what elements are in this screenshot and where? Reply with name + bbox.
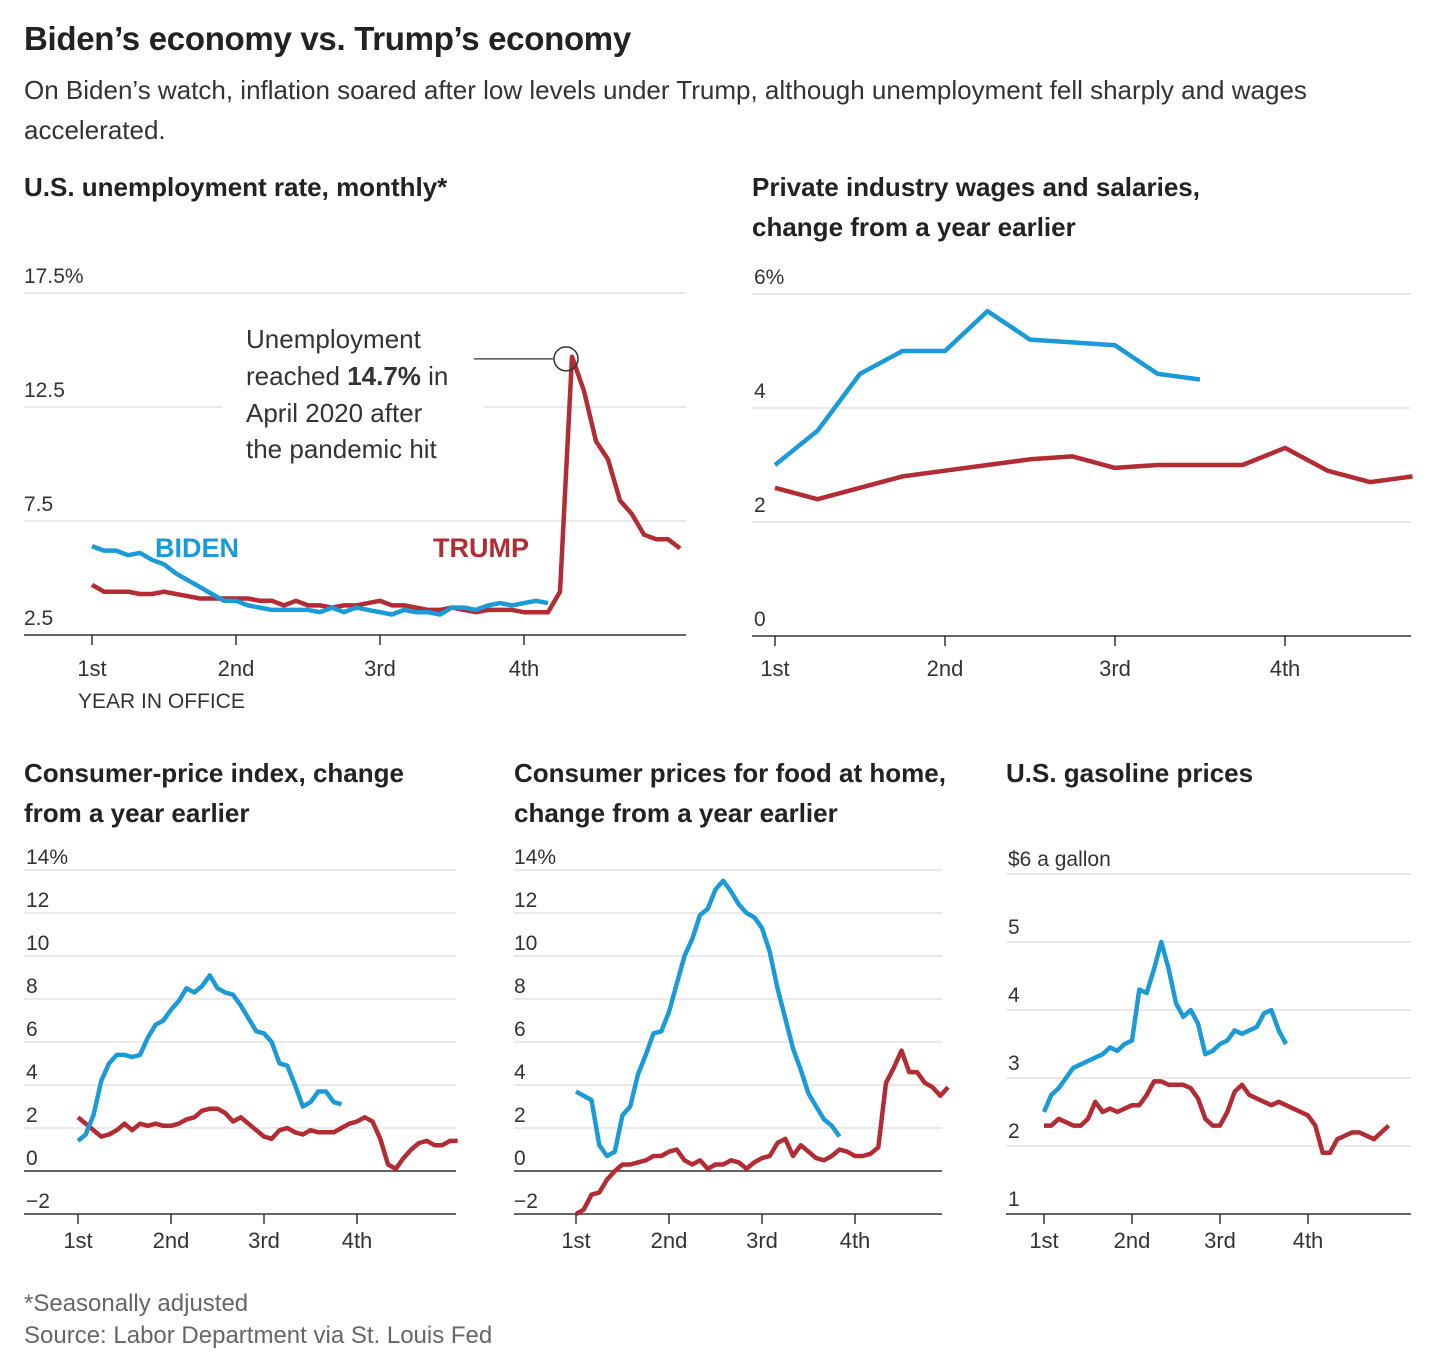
chart-3: 14% 12 10 8 6 4 2 0 −2 1st 2nd 3rd 4th [514, 846, 950, 1253]
series-line-biden [1041, 939, 1288, 1113]
y-tick-label: 10 [26, 932, 49, 955]
source-note: Source: Labor Department via St. Louis F… [24, 1322, 493, 1349]
series-line-trump [90, 354, 682, 615]
chart-0: 17.5% 12.5 7.5 2.5 1st 2nd 3rd 4th YEAR IN OFFIC… [24, 265, 686, 713]
x-tick-label: 1st [63, 1228, 92, 1253]
page-title: Biden’s economy vs. Trump’s economy [24, 20, 631, 57]
y-tick-label: 3 [1008, 1052, 1020, 1075]
y-tick-label: 4 [1008, 984, 1020, 1007]
chart-title-food: Consumer prices for food at home, change… [514, 758, 946, 828]
series-line-trump [774, 445, 1413, 502]
x-tick-label: 2nd [218, 656, 255, 681]
y-tick-label: 4 [754, 380, 766, 403]
y-tick-label: 6 [514, 1018, 526, 1041]
y-tick-label: 12.5 [24, 379, 65, 402]
page-subtitle: On Biden’s watch, inflation soared after… [24, 75, 1307, 145]
y-tick-label: 7.5 [24, 493, 53, 516]
y-tick-label: 1 [1008, 1188, 1020, 1211]
x-tick-label: 4th [342, 1228, 373, 1253]
series-line-biden [574, 878, 842, 1159]
y-tick-label: 2 [514, 1104, 526, 1127]
y-tick-label: 8 [514, 975, 526, 998]
y-tick-label: 12 [514, 889, 537, 912]
x-tick-label: 1st [760, 656, 789, 681]
y-tick-label: 14% [514, 846, 556, 869]
y-tick-label: 10 [514, 932, 537, 955]
y-tick-label: −2 [514, 1190, 538, 1213]
y-tick-label: 2 [1008, 1120, 1020, 1143]
series-line-biden [773, 308, 1201, 467]
x-tick-label: 1st [77, 656, 106, 681]
series-line-biden [91, 543, 549, 617]
y-tick-label: 5 [1008, 916, 1020, 939]
x-tick-label: 2nd [153, 1228, 190, 1253]
series-label-biden: BIDEN [155, 533, 239, 563]
y-tick-label: 2 [754, 494, 766, 517]
annotation-circle [553, 346, 579, 372]
x-tick-label: 3rd [364, 656, 396, 681]
series-line-biden [76, 973, 343, 1143]
x-tick-label: 2nd [927, 656, 964, 681]
x-tick-label: 2nd [1114, 1228, 1151, 1253]
annotation-text: reached 14.7% in [246, 361, 448, 391]
series-label-trump: TRUMP [433, 533, 529, 563]
x-tick-label: 1st [561, 1228, 590, 1253]
y-tick-label: 6% [754, 266, 784, 289]
x-tick-label: 1st [1029, 1228, 1058, 1253]
chart-title-cpi: Consumer-price index, change from a year… [24, 758, 404, 828]
y-tick-label: 2.5 [24, 607, 53, 630]
y-tick-label: 6 [26, 1018, 38, 1041]
x-tick-label: 2nd [651, 1228, 688, 1253]
y-tick-label: 4 [514, 1061, 526, 1084]
x-tick-label: 3rd [1204, 1228, 1236, 1253]
x-axis-label: YEAR IN OFFICE [78, 690, 245, 713]
y-tick-label: 4 [26, 1061, 38, 1084]
annotation-text: the pandemic hit [246, 434, 438, 464]
chart-4: $6 a gallon 5 4 3 2 1 1st 2nd 3rd 4th [1006, 848, 1411, 1253]
annotation-text: Unemployment [246, 324, 422, 354]
chart-1: 6% 4 2 0 1st 2nd 3rd 4th [752, 266, 1413, 681]
y-tick-label: 0 [754, 608, 766, 631]
series-line-trump [76, 1106, 458, 1172]
x-tick-label: 4th [1270, 656, 1301, 681]
y-tick-label: 2 [26, 1104, 38, 1127]
x-tick-label: 3rd [1099, 656, 1131, 681]
chart-title-unemployment: U.S. unemployment rate, monthly* [24, 172, 448, 202]
annotation-backdrop [222, 322, 484, 468]
series-line-trump [1044, 1079, 1391, 1156]
x-tick-label: 4th [840, 1228, 871, 1253]
x-tick-label: 3rd [746, 1228, 778, 1253]
y-tick-label: 14% [26, 846, 68, 869]
y-tick-label: $6 a gallon [1008, 848, 1111, 871]
y-tick-label: −2 [26, 1190, 50, 1213]
x-tick-label: 3rd [248, 1228, 280, 1253]
footnote: *Seasonally adjusted [24, 1290, 249, 1317]
y-tick-label: 0 [514, 1147, 526, 1170]
x-tick-label: 4th [1293, 1228, 1324, 1253]
series-line-trump [574, 1048, 950, 1216]
y-tick-label: 8 [26, 975, 38, 998]
chart-title-gasoline: U.S. gasoline prices [1006, 758, 1254, 788]
x-tick-label: 4th [509, 656, 540, 681]
annotation-text: April 2020 after [246, 398, 423, 428]
y-tick-label: 17.5% [24, 265, 84, 288]
y-tick-label: 0 [26, 1147, 38, 1170]
y-tick-label: 12 [26, 889, 49, 912]
chart-2: 14% 12 10 8 6 4 2 0 −2 1st 2nd 3rd 4th [24, 846, 458, 1253]
chart-title-wages: Private industry wages and salaries, cha… [752, 172, 1200, 242]
